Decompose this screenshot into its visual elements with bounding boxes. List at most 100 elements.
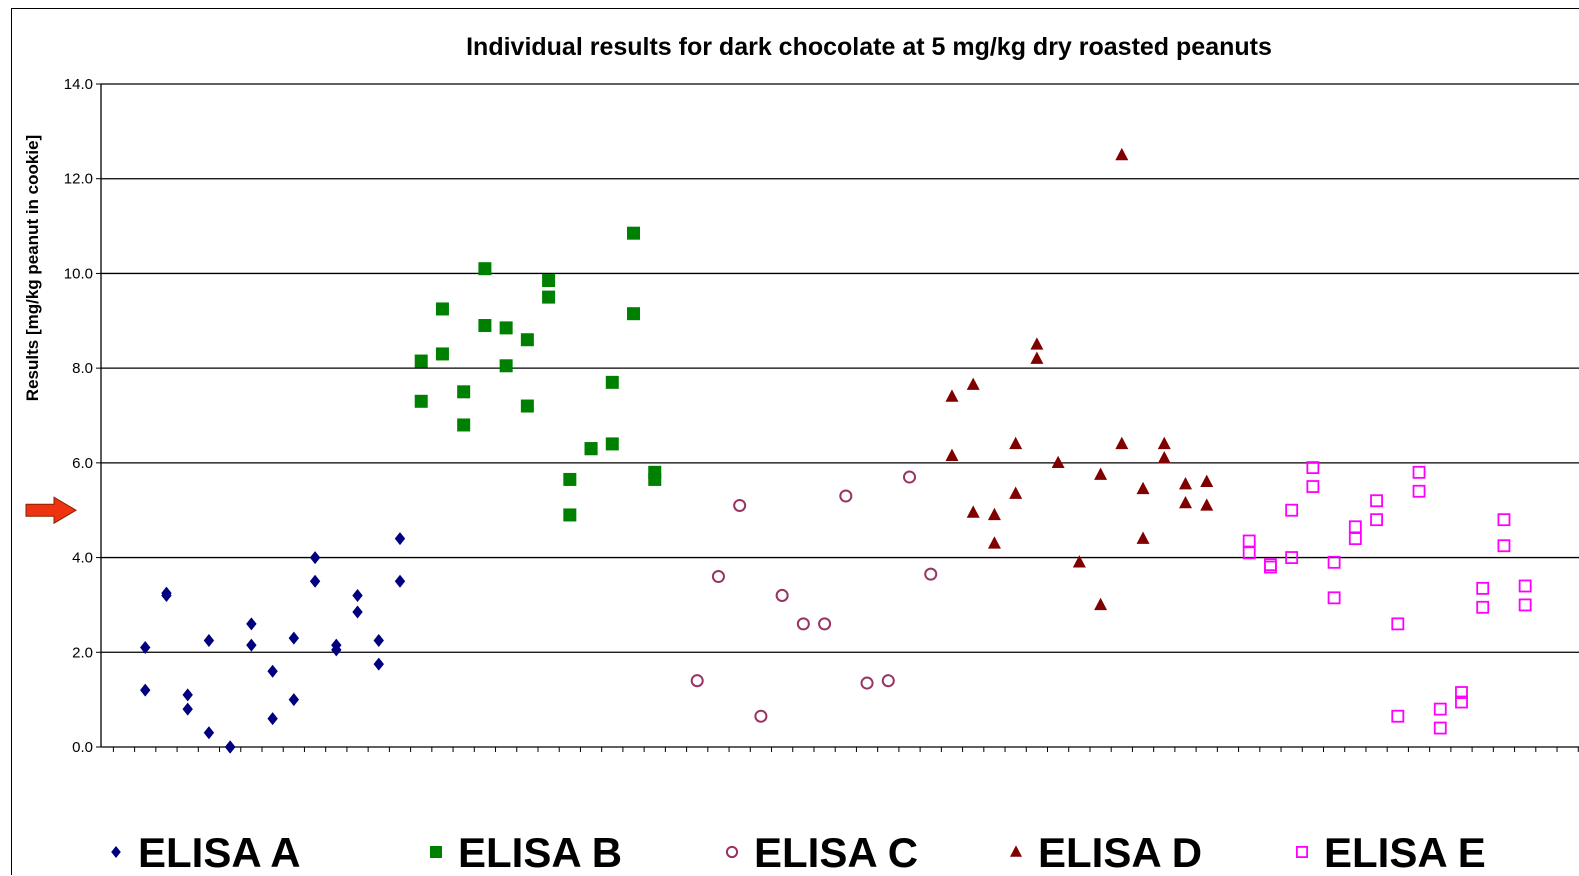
data-point xyxy=(1030,337,1044,350)
data-point xyxy=(499,359,513,373)
data-point xyxy=(394,574,406,588)
data-point xyxy=(414,394,428,408)
data-point xyxy=(140,683,151,697)
data-point xyxy=(1391,617,1405,631)
series-elisa-a xyxy=(140,532,406,754)
data-point xyxy=(1157,436,1171,450)
data-point xyxy=(1157,450,1171,464)
y-tick-label: 0.0 xyxy=(72,739,93,756)
data-point xyxy=(584,442,598,456)
data-point xyxy=(1136,481,1150,495)
data-point xyxy=(1518,579,1532,593)
data-point xyxy=(1179,477,1192,490)
data-point xyxy=(1242,534,1256,548)
data-point xyxy=(1072,555,1086,568)
data-point xyxy=(373,657,384,671)
data-point xyxy=(690,674,704,688)
data-point xyxy=(1306,480,1320,493)
series-elisa-b xyxy=(414,226,662,522)
data-point xyxy=(478,319,492,333)
data-point xyxy=(1094,467,1108,480)
data-point xyxy=(711,569,725,584)
legend-label: ELISA B xyxy=(458,829,622,876)
legend-item: ELISA D xyxy=(1010,829,1202,876)
y-axis-label: Results [mg/kg peanut in cookie] xyxy=(23,135,42,401)
data-point xyxy=(648,472,662,486)
data-point xyxy=(563,508,577,522)
data-point xyxy=(1518,598,1532,612)
y-tick-label: 12.0 xyxy=(64,171,93,188)
data-point xyxy=(1348,532,1362,546)
data-point xyxy=(1009,486,1023,499)
data-point xyxy=(1327,555,1341,569)
data-point xyxy=(414,354,428,368)
data-point xyxy=(627,307,641,321)
legend-item: ELISA A xyxy=(111,829,301,876)
legend-marker xyxy=(725,845,739,859)
data-point xyxy=(1200,498,1214,511)
data-point xyxy=(246,617,257,631)
legend-marker xyxy=(1296,846,1309,859)
legend-item: ELISA C xyxy=(725,829,918,876)
y-tick-label: 8.0 xyxy=(72,360,93,377)
data-point xyxy=(605,437,619,451)
data-point xyxy=(1455,695,1468,709)
data-point xyxy=(435,302,449,316)
data-point xyxy=(1391,709,1405,723)
legend-item: ELISA E xyxy=(1296,829,1486,876)
data-point xyxy=(140,641,151,655)
data-point xyxy=(924,567,938,581)
data-point xyxy=(1115,147,1129,161)
series-elisa-c xyxy=(690,470,938,723)
data-point xyxy=(1412,484,1426,498)
data-point xyxy=(1327,591,1341,605)
legend-item: ELISA B xyxy=(430,829,622,876)
reference-marker-layer xyxy=(25,496,77,525)
data-point xyxy=(1476,600,1490,614)
data-point xyxy=(542,290,556,304)
data-point xyxy=(1433,721,1447,735)
data-point xyxy=(309,551,321,565)
reference-arrow-marker xyxy=(25,496,77,525)
data-point xyxy=(1348,520,1362,534)
chart-frame: Individual results for dark chocolate at… xyxy=(11,8,1579,876)
data-point xyxy=(542,274,556,288)
data-point xyxy=(945,448,959,461)
data-point xyxy=(902,470,917,484)
data-point xyxy=(605,375,619,389)
data-point xyxy=(161,586,172,600)
data-point xyxy=(754,709,768,723)
data-point xyxy=(1051,455,1065,469)
data-point xyxy=(966,377,980,390)
data-point xyxy=(839,489,853,503)
data-point xyxy=(1285,503,1299,517)
data-point xyxy=(520,333,534,347)
data-point xyxy=(267,712,278,726)
series-elisa-e xyxy=(1242,461,1532,735)
data-point xyxy=(818,617,832,631)
chart-svg: Individual results for dark chocolate at… xyxy=(23,33,1579,876)
data-point xyxy=(373,633,384,647)
chart-title: Individual results for dark chocolate at… xyxy=(466,33,1272,61)
data-point xyxy=(288,693,300,707)
data-point xyxy=(1497,539,1511,553)
data-point xyxy=(203,633,215,647)
legend: ELISA A ELISA B ELISA C ELISA D ELISA E xyxy=(111,829,1486,876)
legend-marker xyxy=(1010,845,1022,857)
data-point xyxy=(966,505,980,518)
data-point xyxy=(182,688,193,702)
y-tick-label: 6.0 xyxy=(72,455,93,472)
data-point xyxy=(796,617,810,631)
data-point xyxy=(987,536,1001,549)
data-point xyxy=(309,574,321,588)
data-point xyxy=(246,638,257,652)
y-tick-label: 10.0 xyxy=(64,265,93,282)
data-point xyxy=(1370,494,1383,508)
data-point xyxy=(1370,513,1383,527)
data-point xyxy=(1094,597,1108,611)
data-point xyxy=(1200,474,1214,487)
y-tick-label: 4.0 xyxy=(72,550,93,567)
legend-label: ELISA E xyxy=(1324,829,1486,876)
data-point xyxy=(1412,465,1426,479)
data-point xyxy=(1179,495,1192,509)
